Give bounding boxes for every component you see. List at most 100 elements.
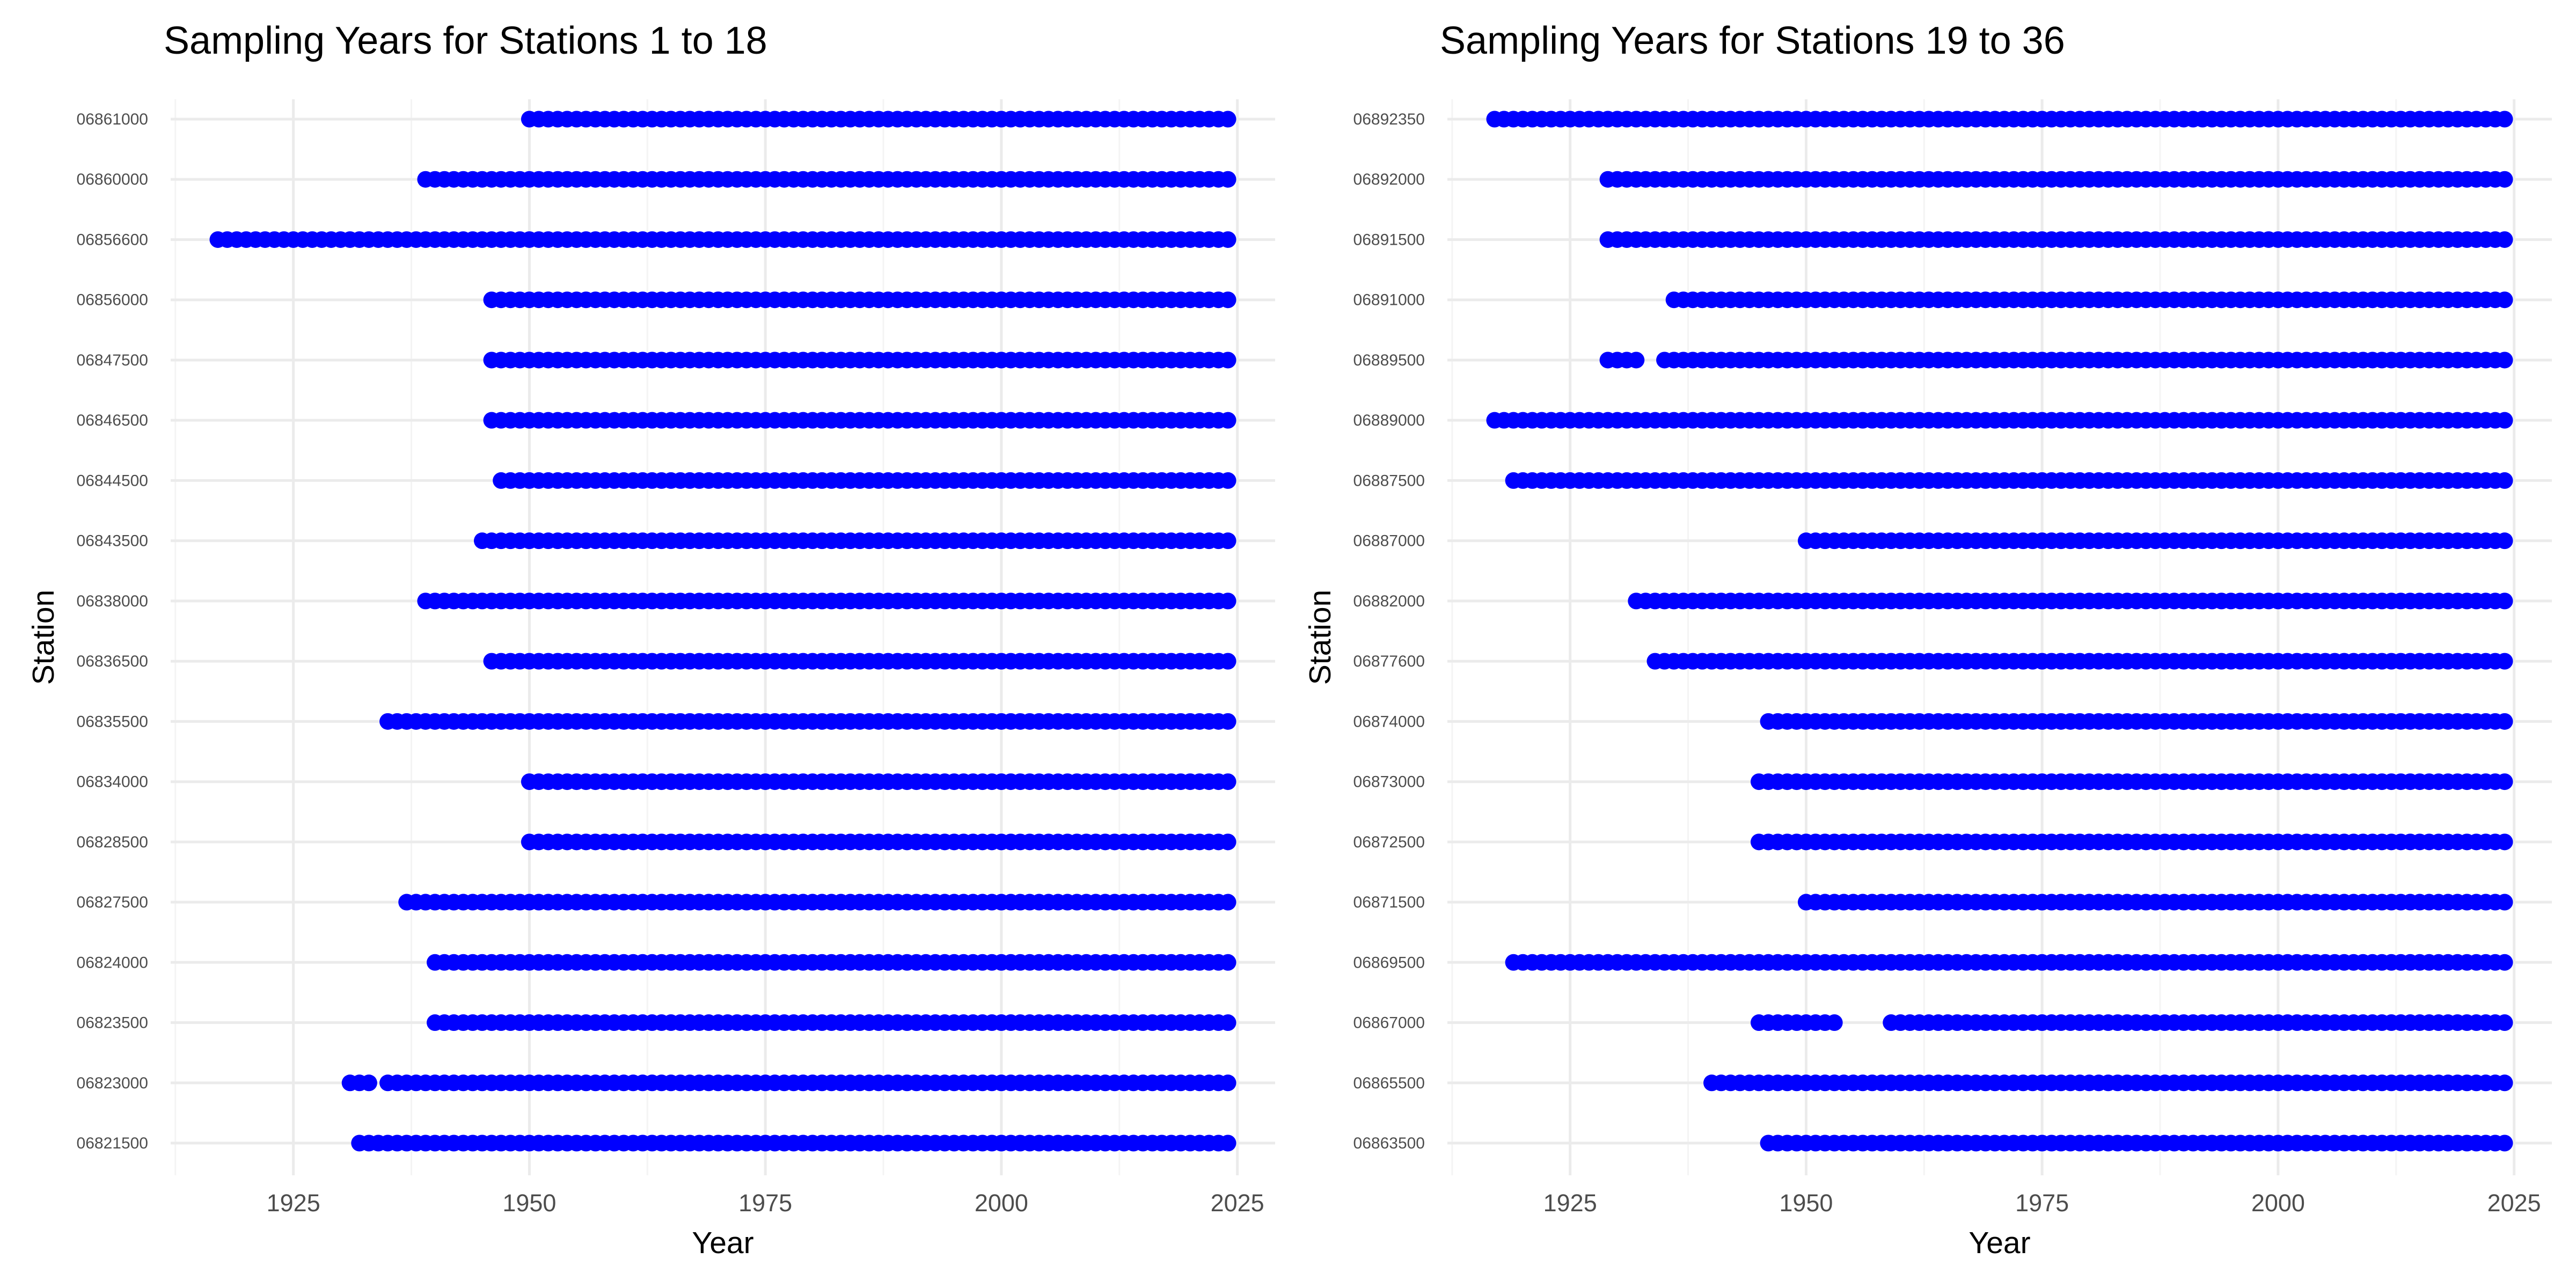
series-station-06846500 <box>483 412 1236 429</box>
series-station-06847500 <box>483 352 1236 369</box>
data-point <box>2496 231 2513 248</box>
chart-panel-1: 06861000 06860000 06856600 06856000 06847500… <box>26 19 1275 1260</box>
series-station-06867000 <box>1750 1014 2513 1031</box>
data-point <box>2496 713 2513 730</box>
x-tick-label: 2025 <box>1211 1189 1264 1217</box>
y-tick-label: 06860000 <box>77 171 148 188</box>
series-station-06836500 <box>483 653 1236 670</box>
x-axis-label: Year <box>692 1226 753 1260</box>
x-tick-label: 1975 <box>738 1189 792 1217</box>
y-tick-label: 06856000 <box>77 291 148 309</box>
y-tick-label: 06865500 <box>1353 1074 1425 1092</box>
series-station-06838000 <box>417 592 1236 610</box>
y-tick-label: 06891000 <box>1353 291 1425 309</box>
y-tick-label: 06835500 <box>77 713 148 730</box>
y-tick-label: 06821500 <box>77 1135 148 1152</box>
series-station-06856000 <box>483 291 1236 309</box>
data-point <box>2496 291 2513 309</box>
y-tick-label: 06844500 <box>77 472 148 489</box>
data-point <box>1219 954 1236 971</box>
y-tick-label: 06887000 <box>1353 532 1425 550</box>
y-tick-label: 06887500 <box>1353 472 1425 489</box>
data-point <box>1219 894 1236 911</box>
y-tick-label: 06867000 <box>1353 1014 1425 1032</box>
data-point <box>1219 111 1236 128</box>
y-tick-label: 06823000 <box>77 1074 148 1092</box>
y-tick-label: 06823500 <box>77 1014 148 1032</box>
data-point <box>2496 1074 2513 1092</box>
y-tick-label: 06874000 <box>1353 713 1425 730</box>
series-station-06843500 <box>473 532 1236 550</box>
series-station-06889000 <box>1486 412 2513 429</box>
x-tick-label: 1950 <box>1779 1189 1833 1217</box>
data-point <box>1219 532 1236 550</box>
y-tick-label: 06827500 <box>77 894 148 911</box>
y-tick-label: 06877600 <box>1353 653 1425 670</box>
data-point <box>2496 773 2513 791</box>
series-station-06827500 <box>398 894 1236 911</box>
data-point <box>1219 592 1236 610</box>
series-station-06873000 <box>1750 773 2513 791</box>
x-tick-label: 2000 <box>975 1189 1028 1217</box>
data-point <box>1219 653 1236 670</box>
data-point <box>1826 1014 1843 1031</box>
y-tick-label: 06872500 <box>1353 833 1425 851</box>
y-tick-label: 06856600 <box>77 231 148 248</box>
y-tick-label: 06882000 <box>1353 592 1425 610</box>
series-station-06865500 <box>1703 1074 2513 1092</box>
data-point <box>2496 111 2513 128</box>
y-tick-label: 06824000 <box>77 954 148 971</box>
series-station-06828500 <box>521 833 1236 851</box>
data-point <box>2496 833 2513 851</box>
y-tick-label: 06846500 <box>77 412 148 429</box>
data-point <box>2496 954 2513 971</box>
y-tick-label: 06873000 <box>1353 773 1425 791</box>
series-station-06821500 <box>351 1135 1236 1152</box>
data-point <box>2496 352 2513 369</box>
chart-title: Sampling Years for Stations 19 to 36 <box>1440 19 2065 62</box>
series-station-06892000 <box>1599 171 2513 188</box>
y-tick-label: 06869500 <box>1353 954 1425 971</box>
data-point <box>1628 352 1645 369</box>
y-axis-label: Station <box>26 590 61 685</box>
data-point <box>2496 532 2513 550</box>
x-tick-label: 1925 <box>267 1189 320 1217</box>
series-station-06863500 <box>1760 1135 2513 1152</box>
series-station-06891500 <box>1599 231 2513 248</box>
data-point <box>1219 833 1236 851</box>
data-point <box>2496 1014 2513 1031</box>
y-tick-label: 06892350 <box>1353 111 1425 128</box>
series-station-06856600 <box>209 231 1236 248</box>
series-station-06882000 <box>1628 592 2513 610</box>
series-station-06887000 <box>1797 532 2513 550</box>
panels: 06861000 06860000 06856600 06856000 06847500… <box>26 19 2552 1260</box>
x-axis-label: Year <box>1968 1226 2030 1260</box>
chart-title: Sampling Years for Stations 1 to 18 <box>164 19 767 62</box>
y-tick-label: 06871500 <box>1353 894 1425 911</box>
data-point <box>1219 412 1236 429</box>
data-point <box>1219 291 1236 309</box>
series-station-06889500 <box>1599 352 2513 369</box>
data-point <box>1219 352 1236 369</box>
y-tick-label: 06889500 <box>1353 352 1425 369</box>
y-tick-label: 06891500 <box>1353 231 1425 248</box>
series-station-06823000 <box>341 1074 1236 1092</box>
y-tick-label: 06861000 <box>77 111 148 128</box>
x-tick-label: 1925 <box>1543 1189 1597 1217</box>
data-point <box>2496 171 2513 188</box>
series-station-06844500 <box>493 472 1236 489</box>
x-tick-label: 2025 <box>2487 1189 2541 1217</box>
data-point <box>2496 592 2513 610</box>
series-station-06877600 <box>1646 653 2513 670</box>
y-tick-label: 06828500 <box>77 833 148 851</box>
data-point <box>2496 894 2513 911</box>
data-point <box>2496 412 2513 429</box>
y-tick-label: 06834000 <box>77 773 148 791</box>
x-tick-label: 1950 <box>502 1189 556 1217</box>
chart-panel-2: 06892350 06892000 06891500 06891000 06889500… <box>1303 19 2552 1260</box>
y-tick-label: 06863500 <box>1353 1135 1425 1152</box>
data-point <box>1219 1014 1236 1031</box>
series-station-06823500 <box>427 1014 1236 1031</box>
data-point <box>2496 472 2513 489</box>
